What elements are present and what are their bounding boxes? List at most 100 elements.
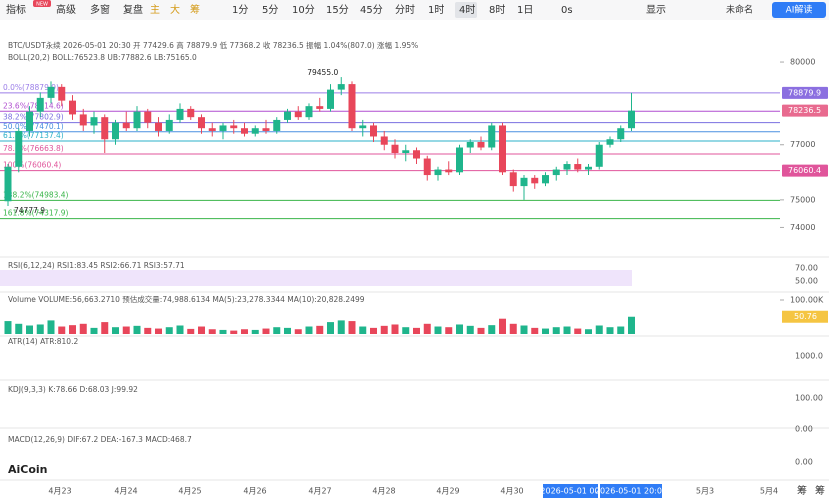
volume-bar bbox=[262, 328, 270, 334]
volume-bar bbox=[316, 325, 324, 334]
candle-body bbox=[488, 125, 496, 148]
candle-body bbox=[294, 111, 302, 118]
volume-bar bbox=[101, 322, 109, 334]
cursor-date: 2026-05-01 00 bbox=[540, 487, 599, 496]
volume-bar bbox=[273, 327, 281, 334]
volume-bar bbox=[413, 327, 420, 334]
candle-body bbox=[273, 119, 281, 131]
candle-body bbox=[101, 117, 109, 140]
volume-bar bbox=[628, 316, 635, 334]
display[interactable]: 显示 bbox=[646, 4, 666, 16]
volume-bar bbox=[165, 327, 173, 334]
timer[interactable]: 0s bbox=[561, 5, 573, 16]
volume-tag-label: 50.76 bbox=[794, 312, 817, 321]
candle-body bbox=[391, 144, 399, 154]
fib-label: 138.2%(74983.4) bbox=[3, 190, 69, 199]
tool[interactable]: 主 bbox=[150, 4, 160, 16]
candle-body bbox=[359, 125, 367, 129]
interval[interactable]: 8时 bbox=[489, 4, 505, 16]
candle-body bbox=[241, 128, 248, 134]
interval[interactable]: 1分 bbox=[232, 4, 248, 16]
date: 4月27 bbox=[308, 487, 331, 496]
tool[interactable]: 大 bbox=[170, 3, 180, 16]
volume-bar bbox=[477, 327, 485, 334]
candle-body bbox=[284, 111, 291, 120]
volume-bar bbox=[574, 328, 582, 334]
candle-body bbox=[552, 169, 560, 176]
volume-bar bbox=[155, 328, 162, 334]
interval[interactable]: 10分 bbox=[292, 4, 315, 16]
interval[interactable]: 45分 bbox=[360, 4, 383, 16]
volume-bar bbox=[305, 326, 313, 334]
candle-body bbox=[187, 108, 195, 118]
candle-body bbox=[26, 111, 33, 131]
y-tick-label: 74000 bbox=[790, 223, 815, 232]
date: 4月28 bbox=[372, 487, 395, 496]
candle-body bbox=[133, 111, 141, 129]
ai-button[interactable] bbox=[772, 2, 826, 18]
volume-bar bbox=[36, 324, 44, 334]
interval[interactable]: 1时 bbox=[428, 4, 444, 16]
volume-bar bbox=[542, 328, 549, 334]
candle-body bbox=[477, 141, 485, 148]
volume-bar bbox=[445, 327, 453, 334]
candle-body bbox=[230, 125, 238, 129]
date: 4月23 bbox=[48, 487, 71, 496]
volume-bar bbox=[294, 329, 302, 334]
fib-label: 0.0%(78879.9) bbox=[3, 83, 59, 92]
candle-body bbox=[251, 128, 259, 134]
interval[interactable]: 4时 bbox=[459, 4, 475, 16]
fib-label: 100%(76060.4) bbox=[3, 161, 61, 170]
candle-body bbox=[305, 106, 313, 118]
volume-bar bbox=[423, 323, 431, 334]
candle-body bbox=[563, 164, 571, 170]
candle-body bbox=[628, 110, 635, 129]
ai-label[interactable]: AI解读 bbox=[786, 4, 813, 16]
candle-body bbox=[509, 172, 517, 187]
footer[interactable]: 筹 bbox=[815, 484, 825, 497]
axis-label: 70.00 bbox=[795, 264, 818, 273]
layout[interactable]: 未命名 bbox=[726, 4, 753, 16]
rsi-band bbox=[0, 270, 632, 286]
tool[interactable]: 指标 bbox=[6, 3, 26, 16]
volume-bar bbox=[198, 326, 205, 334]
volume-bar bbox=[595, 325, 603, 334]
candle-body bbox=[456, 147, 463, 173]
candle-body bbox=[176, 108, 184, 120]
volume-bar bbox=[531, 327, 539, 334]
fib-label: 38.2%(77802.9) bbox=[3, 113, 64, 122]
axis-label: 0.00 bbox=[795, 425, 813, 434]
volume-bar bbox=[402, 327, 410, 334]
date: 4月29 bbox=[436, 487, 459, 496]
tool[interactable]: 筹 bbox=[190, 3, 200, 16]
volume-bar bbox=[69, 325, 76, 334]
badge: NEW bbox=[36, 2, 48, 8]
candle-body bbox=[90, 117, 98, 126]
volume-bar bbox=[112, 327, 119, 334]
candle-body bbox=[219, 125, 227, 131]
footer[interactable]: 筹 bbox=[797, 484, 807, 497]
volume-bar bbox=[122, 326, 130, 334]
interval[interactable]: 1日 bbox=[517, 5, 533, 16]
tool[interactable]: 高级 bbox=[56, 3, 76, 16]
cursor-bg bbox=[543, 484, 598, 498]
interval[interactable]: 分时 bbox=[395, 4, 415, 16]
tool[interactable]: 复盘 bbox=[123, 3, 143, 16]
fib-label: 78.6%(76663.8) bbox=[3, 144, 64, 153]
boll-label: BOLL(20,2) BOLL:76523.8 UB:77882.6 LB:75… bbox=[8, 53, 197, 62]
candle-body bbox=[423, 158, 431, 176]
interval[interactable]: 15分 bbox=[326, 4, 349, 16]
cursor-date: 2026-05-01 20:00 bbox=[595, 487, 667, 496]
interval[interactable]: 5分 bbox=[262, 4, 278, 16]
tool[interactable]: 多窗 bbox=[90, 3, 110, 16]
macd-label: MACD(12,26,9) DIF:67.2 DEA:-167.3 MACD:4… bbox=[8, 435, 192, 444]
axis-label: 1000.0 bbox=[795, 352, 823, 361]
kdj-label: KDJ(9,3,3) K:78.66 D:68.03 J:99.92 bbox=[8, 385, 138, 394]
volume-bar bbox=[466, 325, 474, 334]
volume-bar bbox=[391, 324, 399, 334]
candle-body bbox=[15, 130, 23, 167]
axis-label: 50.00 bbox=[795, 277, 818, 286]
candle-body bbox=[337, 84, 345, 90]
candle-body bbox=[380, 136, 388, 145]
volume-bar bbox=[241, 329, 248, 334]
